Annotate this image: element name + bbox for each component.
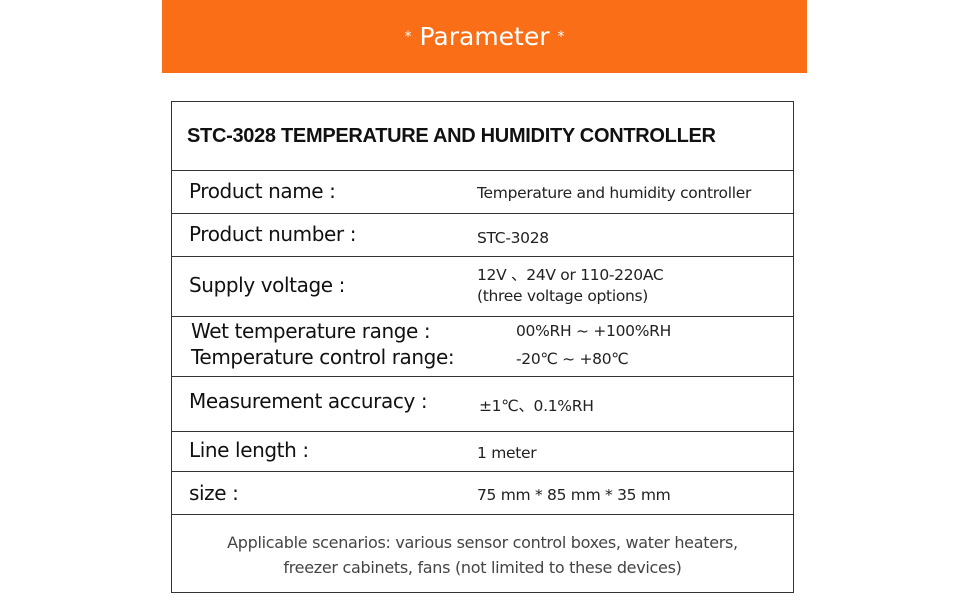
table-row: Line length : 1 meter bbox=[172, 432, 793, 472]
row-value: -20℃ ~ +80℃ bbox=[516, 350, 629, 368]
table-row: Wet temperature range : 00%RH ~ +100%RH … bbox=[172, 317, 793, 377]
footer-line: freezer cabinets, fans (not limited to t… bbox=[283, 558, 682, 577]
table-row: size : 75 mm * 85 mm * 35 mm bbox=[172, 472, 793, 515]
table-title: STC-3028 TEMPERATURE AND HUMIDITY CONTRO… bbox=[172, 102, 793, 171]
row-value: 75 mm * 85 mm * 35 mm bbox=[477, 486, 671, 504]
banner-title: Parameter bbox=[419, 22, 550, 51]
table-row: Product number : STC-3028 bbox=[172, 214, 793, 257]
row-label: size : bbox=[189, 481, 239, 505]
footer-line: Applicable scenarios: various sensor con… bbox=[227, 533, 738, 552]
row-value: ±1℃、0.1%RH bbox=[479, 397, 594, 415]
table-row: Measurement accuracy : ±1℃、0.1%RH bbox=[172, 377, 793, 432]
row-label: Product name : bbox=[189, 179, 336, 203]
row-value: 00%RH ~ +100%RH bbox=[516, 322, 671, 340]
row-label: Temperature control range: bbox=[191, 345, 455, 369]
row-value: STC-3028 bbox=[477, 229, 549, 247]
star-icon: * bbox=[404, 28, 412, 45]
star-icon: * bbox=[557, 28, 565, 45]
table-row: Supply voltage : 12V 、24V or 110-220AC (… bbox=[172, 257, 793, 317]
row-label: Line length : bbox=[189, 438, 309, 462]
row-value: Temperature and humidity controller bbox=[477, 184, 752, 202]
row-label: Measurement accuracy : bbox=[189, 389, 428, 413]
row-label: Supply voltage : bbox=[189, 273, 345, 297]
row-label: Product number : bbox=[189, 222, 357, 246]
row-value-note: (three voltage options) bbox=[477, 287, 649, 305]
row-label: Wet temperature range : bbox=[191, 319, 431, 343]
row-value: 1 meter bbox=[477, 444, 537, 462]
parameter-table: STC-3028 TEMPERATURE AND HUMIDITY CONTRO… bbox=[171, 101, 794, 593]
parameter-banner: * Parameter * bbox=[162, 0, 807, 73]
table-row: Product name : Temperature and humidity … bbox=[172, 171, 793, 214]
row-value: 12V 、24V or 110-220AC bbox=[477, 266, 664, 284]
